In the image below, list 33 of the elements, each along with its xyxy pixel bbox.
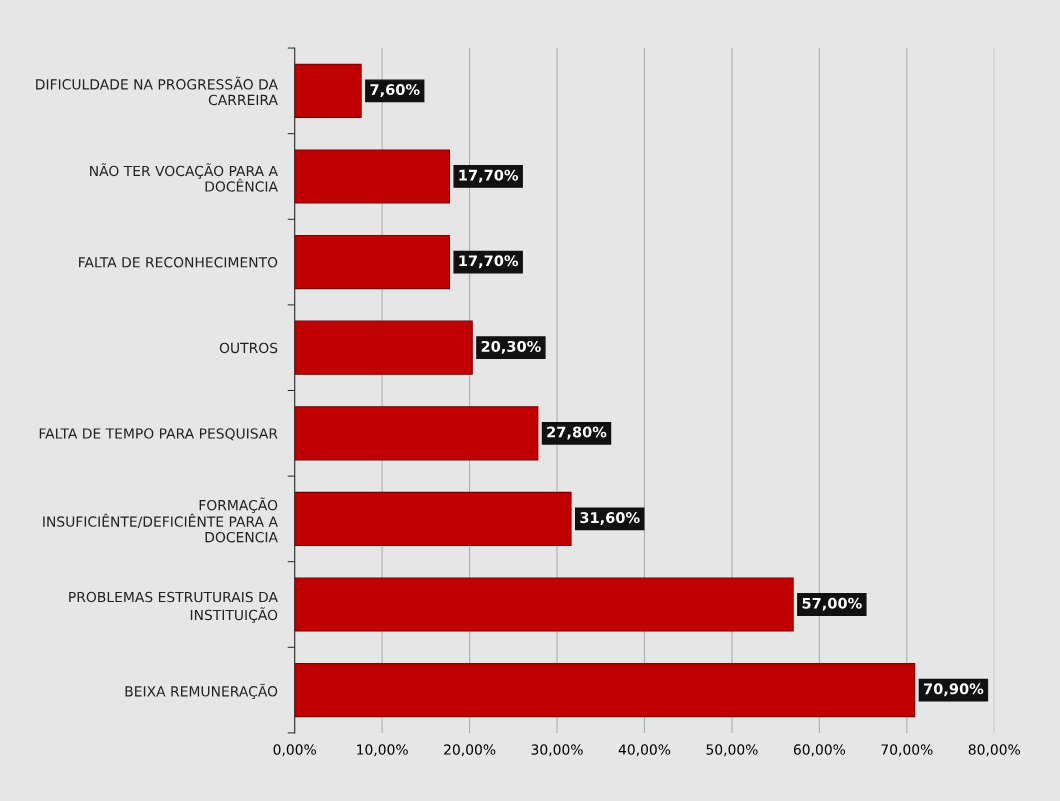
bar bbox=[294, 577, 794, 632]
bar bbox=[294, 149, 451, 204]
data-label: 57,00% bbox=[802, 597, 862, 611]
x-tick-label: 50,00% bbox=[706, 744, 758, 757]
data-label: 27,80% bbox=[547, 426, 607, 440]
y-tick-label: DIFICULDADE NA PROGRESSÃO DA CARREIRA bbox=[36, 76, 278, 106]
data-label: 20,30% bbox=[481, 340, 541, 354]
bar bbox=[294, 663, 916, 718]
data-label: 7,60% bbox=[370, 84, 420, 97]
y-tick-label: FALTA DE TEMPO PARA PESQUISAR bbox=[39, 428, 278, 441]
bar bbox=[294, 63, 362, 118]
data-label: 17,70% bbox=[459, 169, 519, 183]
x-tick-label: 70,00% bbox=[881, 744, 933, 757]
bar bbox=[294, 234, 451, 290]
x-tick-label: 10,00% bbox=[357, 744, 408, 757]
y-tick-label: BEIXA REMUNERAÇÃO bbox=[125, 683, 278, 700]
x-tick-label: 60,00% bbox=[793, 744, 846, 757]
x-tick-label: 40,00% bbox=[618, 744, 671, 757]
y-tick-label: NÃO TER VOCAÇÃO PARA A DOCÊNCIA bbox=[90, 163, 278, 192]
bar bbox=[294, 491, 572, 546]
data-label: 70,90% bbox=[924, 683, 984, 697]
x-tick-label: 30,00% bbox=[531, 744, 583, 757]
x-tick-label: 80,00% bbox=[968, 744, 1020, 757]
data-label: 17,70% bbox=[459, 255, 519, 269]
y-tick-label: FORMAÇÃO INSUFICIÊNTE/DEFICIÊNTE PARA A DOCENCIA bbox=[43, 497, 278, 543]
x-tick-label: 20,00% bbox=[444, 744, 496, 757]
y-tick-label: OUTROS bbox=[219, 342, 278, 354]
bar bbox=[294, 406, 539, 461]
bar bbox=[294, 320, 473, 375]
y-tick-label: PROBLEMAS ESTRUTURAIS DA INSTITUIÇÃO bbox=[69, 591, 278, 623]
x-tick-label: 0,00% bbox=[273, 744, 316, 757]
data-label: 31,60% bbox=[580, 512, 640, 525]
y-tick-label: FALTA DE RECONHECIMENTO bbox=[79, 257, 278, 268]
